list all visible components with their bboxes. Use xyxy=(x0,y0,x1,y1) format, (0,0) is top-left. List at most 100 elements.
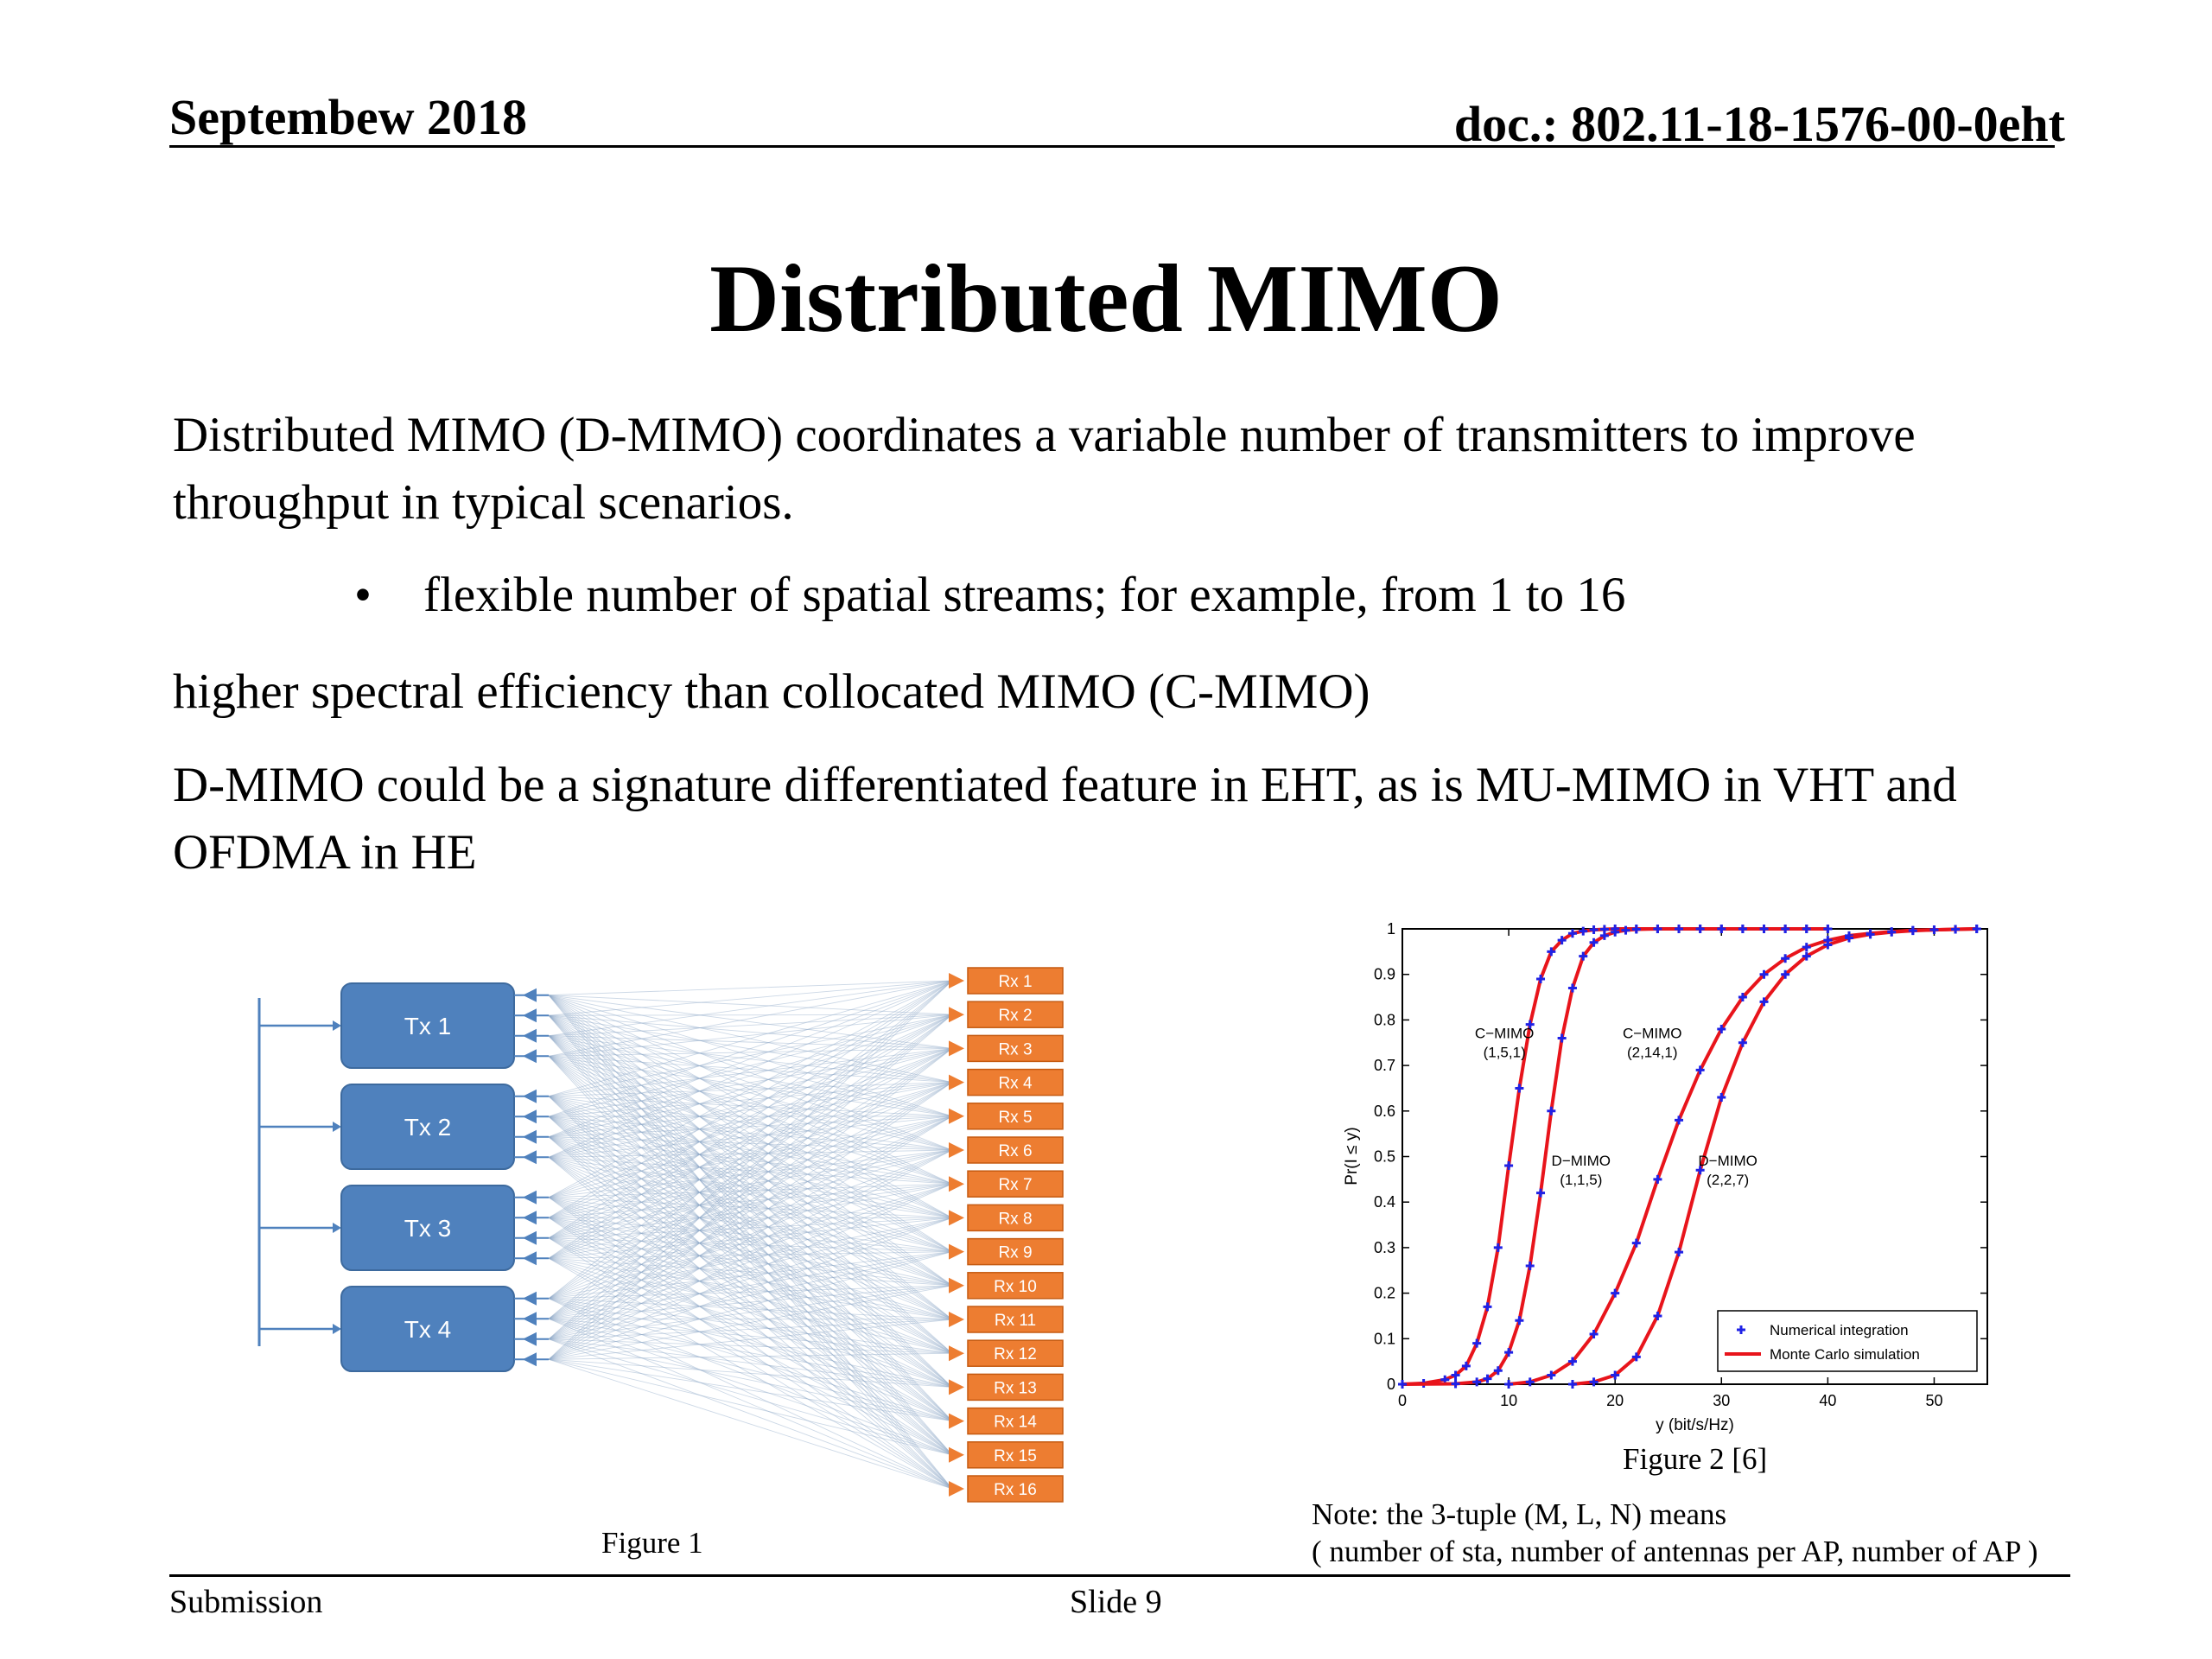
link-line xyxy=(548,1116,953,1151)
link-line xyxy=(548,980,953,1300)
y-tick-label: 0.8 xyxy=(1374,1011,1395,1028)
link-line xyxy=(548,1055,953,1421)
data-point xyxy=(1823,925,1833,933)
legend: Numerical integration Monte Carlo simulat… xyxy=(1717,1310,1978,1372)
data-point xyxy=(1929,925,1939,935)
tx-box xyxy=(340,1286,515,1372)
data-point xyxy=(1738,925,1747,933)
rx-box xyxy=(967,1237,1064,1266)
link-line xyxy=(548,1136,953,1354)
antenna-arrow-icon xyxy=(523,1211,537,1225)
data-point xyxy=(1823,940,1833,950)
x-tick-label: 40 xyxy=(1819,1392,1836,1409)
link-line xyxy=(548,995,953,1015)
link-line xyxy=(548,1096,953,1151)
link-line xyxy=(548,1338,953,1456)
rx-block-9: Rx 9 xyxy=(949,1237,1064,1266)
link-line xyxy=(548,1096,953,1320)
data-point xyxy=(1781,925,1790,933)
link-line xyxy=(548,1183,953,1360)
data-point xyxy=(1599,931,1609,940)
data-point xyxy=(1515,1316,1524,1325)
link-line xyxy=(548,995,953,1049)
link-line xyxy=(548,1156,953,1253)
rx-block-15: Rx 15 xyxy=(949,1441,1064,1469)
rx-label: Rx 13 xyxy=(994,1379,1037,1397)
antenna-arrow-icon xyxy=(523,1332,537,1346)
link-line xyxy=(548,1156,953,1287)
link-line xyxy=(548,1217,953,1319)
figure-2-chart: 0 10 20 30 40 50 0 0.1 0.2 0.3 0.4 0.5 0.6 0.7 0.8 0.9 1… xyxy=(1343,920,1988,1434)
data-point xyxy=(1525,1020,1535,1029)
link-line xyxy=(548,1257,953,1422)
data-point xyxy=(1717,1024,1726,1033)
data-point xyxy=(1536,974,1546,983)
link-line xyxy=(548,1096,953,1117)
series-d1 xyxy=(1398,925,1833,1389)
link-line xyxy=(548,1116,953,1456)
data-point xyxy=(1557,1033,1567,1043)
data-point xyxy=(1866,930,1875,939)
link-line xyxy=(548,1156,953,1421)
tx-block-3: Tx 3 xyxy=(340,1185,549,1271)
rx-label: Rx 15 xyxy=(994,1447,1037,1465)
link-line xyxy=(548,1047,953,1218)
data-point xyxy=(1589,938,1599,947)
y-axis-label: Pr(I ≤ y) xyxy=(1343,1127,1361,1185)
annotation-label: (2,2,7) xyxy=(1707,1172,1749,1188)
antenna-arrow-icon xyxy=(523,1352,537,1367)
link-line xyxy=(548,1149,953,1300)
data-point xyxy=(1908,926,1917,936)
x-tick-label: 0 xyxy=(1398,1392,1407,1409)
data-point xyxy=(1631,925,1641,934)
link-line xyxy=(548,1217,953,1340)
data-point xyxy=(1525,1377,1535,1387)
link-line xyxy=(548,1136,953,1320)
data-point xyxy=(1557,936,1567,945)
link-line xyxy=(548,1048,953,1319)
antenna-arrow-icon xyxy=(523,1089,537,1103)
link-line xyxy=(548,1149,953,1259)
link-line xyxy=(548,1096,953,1218)
rx-arrow-icon xyxy=(949,1176,964,1192)
link-line xyxy=(548,1197,953,1490)
rx-label: Rx 16 xyxy=(994,1481,1037,1499)
y-tick-label: 0.1 xyxy=(1374,1330,1395,1347)
rx-arrow-icon xyxy=(949,1040,964,1057)
link-line xyxy=(548,1116,953,1388)
rx-label: Rx 6 xyxy=(998,1142,1032,1160)
link-line xyxy=(548,1116,953,1320)
annotation-label: (1,5,1) xyxy=(1484,1044,1526,1060)
rx-arrow-icon xyxy=(949,1413,964,1429)
rx-arrow-icon xyxy=(949,1210,964,1226)
link-line xyxy=(548,1014,953,1185)
figure-2-caption: Figure 2 [6] xyxy=(1623,1442,1768,1476)
header-date: Septembew 2018 xyxy=(169,89,528,145)
rx-label: Rx 3 xyxy=(998,1040,1032,1058)
link-line xyxy=(548,1116,953,1158)
rx-box xyxy=(967,1034,1064,1063)
footer-slide-number: Slide 9 xyxy=(1070,1584,1162,1620)
link-line xyxy=(548,1338,953,1490)
link-line xyxy=(548,1047,953,1097)
footer-rule xyxy=(169,1574,2070,1577)
link-line xyxy=(548,1014,953,1198)
link-line xyxy=(548,1251,953,1360)
link-line xyxy=(548,1014,953,1037)
legend-marker-cross xyxy=(1737,1325,1745,1334)
link-line xyxy=(548,1237,953,1287)
link-line xyxy=(548,1035,953,1252)
link-line xyxy=(548,1096,953,1388)
link-lines xyxy=(548,980,953,1490)
rx-arrow-icon xyxy=(949,1481,964,1497)
link-line xyxy=(548,1298,953,1354)
data-point xyxy=(1802,925,1811,933)
rx-arrow-icon xyxy=(949,1243,964,1260)
rx-block-4: Rx 4 xyxy=(949,1068,1064,1096)
rx-box xyxy=(967,1170,1064,1198)
link-line xyxy=(548,1014,953,1158)
legend-box xyxy=(1717,1310,1978,1372)
link-line xyxy=(548,1136,953,1253)
rx-block-2: Rx 2 xyxy=(949,1001,1064,1028)
link-line xyxy=(548,1257,953,1320)
